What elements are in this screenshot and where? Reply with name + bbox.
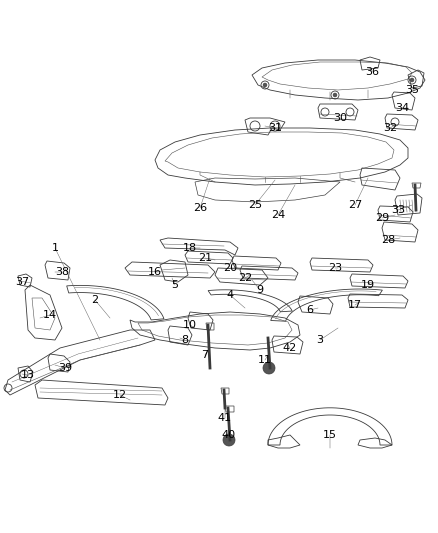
Text: 18: 18 — [183, 243, 197, 253]
Text: 40: 40 — [221, 430, 235, 440]
Text: 12: 12 — [113, 390, 127, 400]
Text: 11: 11 — [258, 355, 272, 365]
Text: 3: 3 — [317, 335, 324, 345]
Circle shape — [263, 362, 275, 374]
Text: 6: 6 — [307, 305, 314, 315]
Circle shape — [263, 83, 267, 87]
Text: 21: 21 — [198, 253, 212, 263]
Text: 16: 16 — [148, 267, 162, 277]
Text: 26: 26 — [193, 203, 207, 213]
Text: 35: 35 — [405, 85, 419, 95]
Text: 8: 8 — [181, 335, 189, 345]
Text: 28: 28 — [381, 235, 395, 245]
Text: 9: 9 — [256, 285, 264, 295]
Text: 39: 39 — [58, 363, 72, 373]
Text: 27: 27 — [348, 200, 362, 210]
Text: 5: 5 — [172, 280, 179, 290]
Text: 38: 38 — [55, 267, 69, 277]
Text: 4: 4 — [226, 290, 233, 300]
Text: 23: 23 — [328, 263, 342, 273]
Text: 20: 20 — [223, 263, 237, 273]
Text: 37: 37 — [15, 277, 29, 287]
Text: 41: 41 — [218, 413, 232, 423]
Text: 15: 15 — [323, 430, 337, 440]
Circle shape — [333, 93, 337, 97]
Text: 25: 25 — [248, 200, 262, 210]
Text: 36: 36 — [365, 67, 379, 77]
Text: 22: 22 — [238, 273, 252, 283]
Text: 42: 42 — [283, 343, 297, 353]
Circle shape — [410, 78, 414, 82]
Text: 34: 34 — [395, 103, 409, 113]
Text: 32: 32 — [383, 123, 397, 133]
Text: 24: 24 — [271, 210, 285, 220]
Text: 14: 14 — [43, 310, 57, 320]
Text: 13: 13 — [21, 370, 35, 380]
Text: 30: 30 — [333, 113, 347, 123]
Text: 1: 1 — [52, 243, 59, 253]
Text: 31: 31 — [268, 123, 282, 133]
Circle shape — [223, 434, 235, 446]
Text: 2: 2 — [92, 295, 99, 305]
Text: 7: 7 — [201, 350, 208, 360]
Text: 29: 29 — [375, 213, 389, 223]
Text: 10: 10 — [183, 320, 197, 330]
Text: 17: 17 — [348, 300, 362, 310]
Text: 33: 33 — [391, 205, 405, 215]
Text: 19: 19 — [361, 280, 375, 290]
